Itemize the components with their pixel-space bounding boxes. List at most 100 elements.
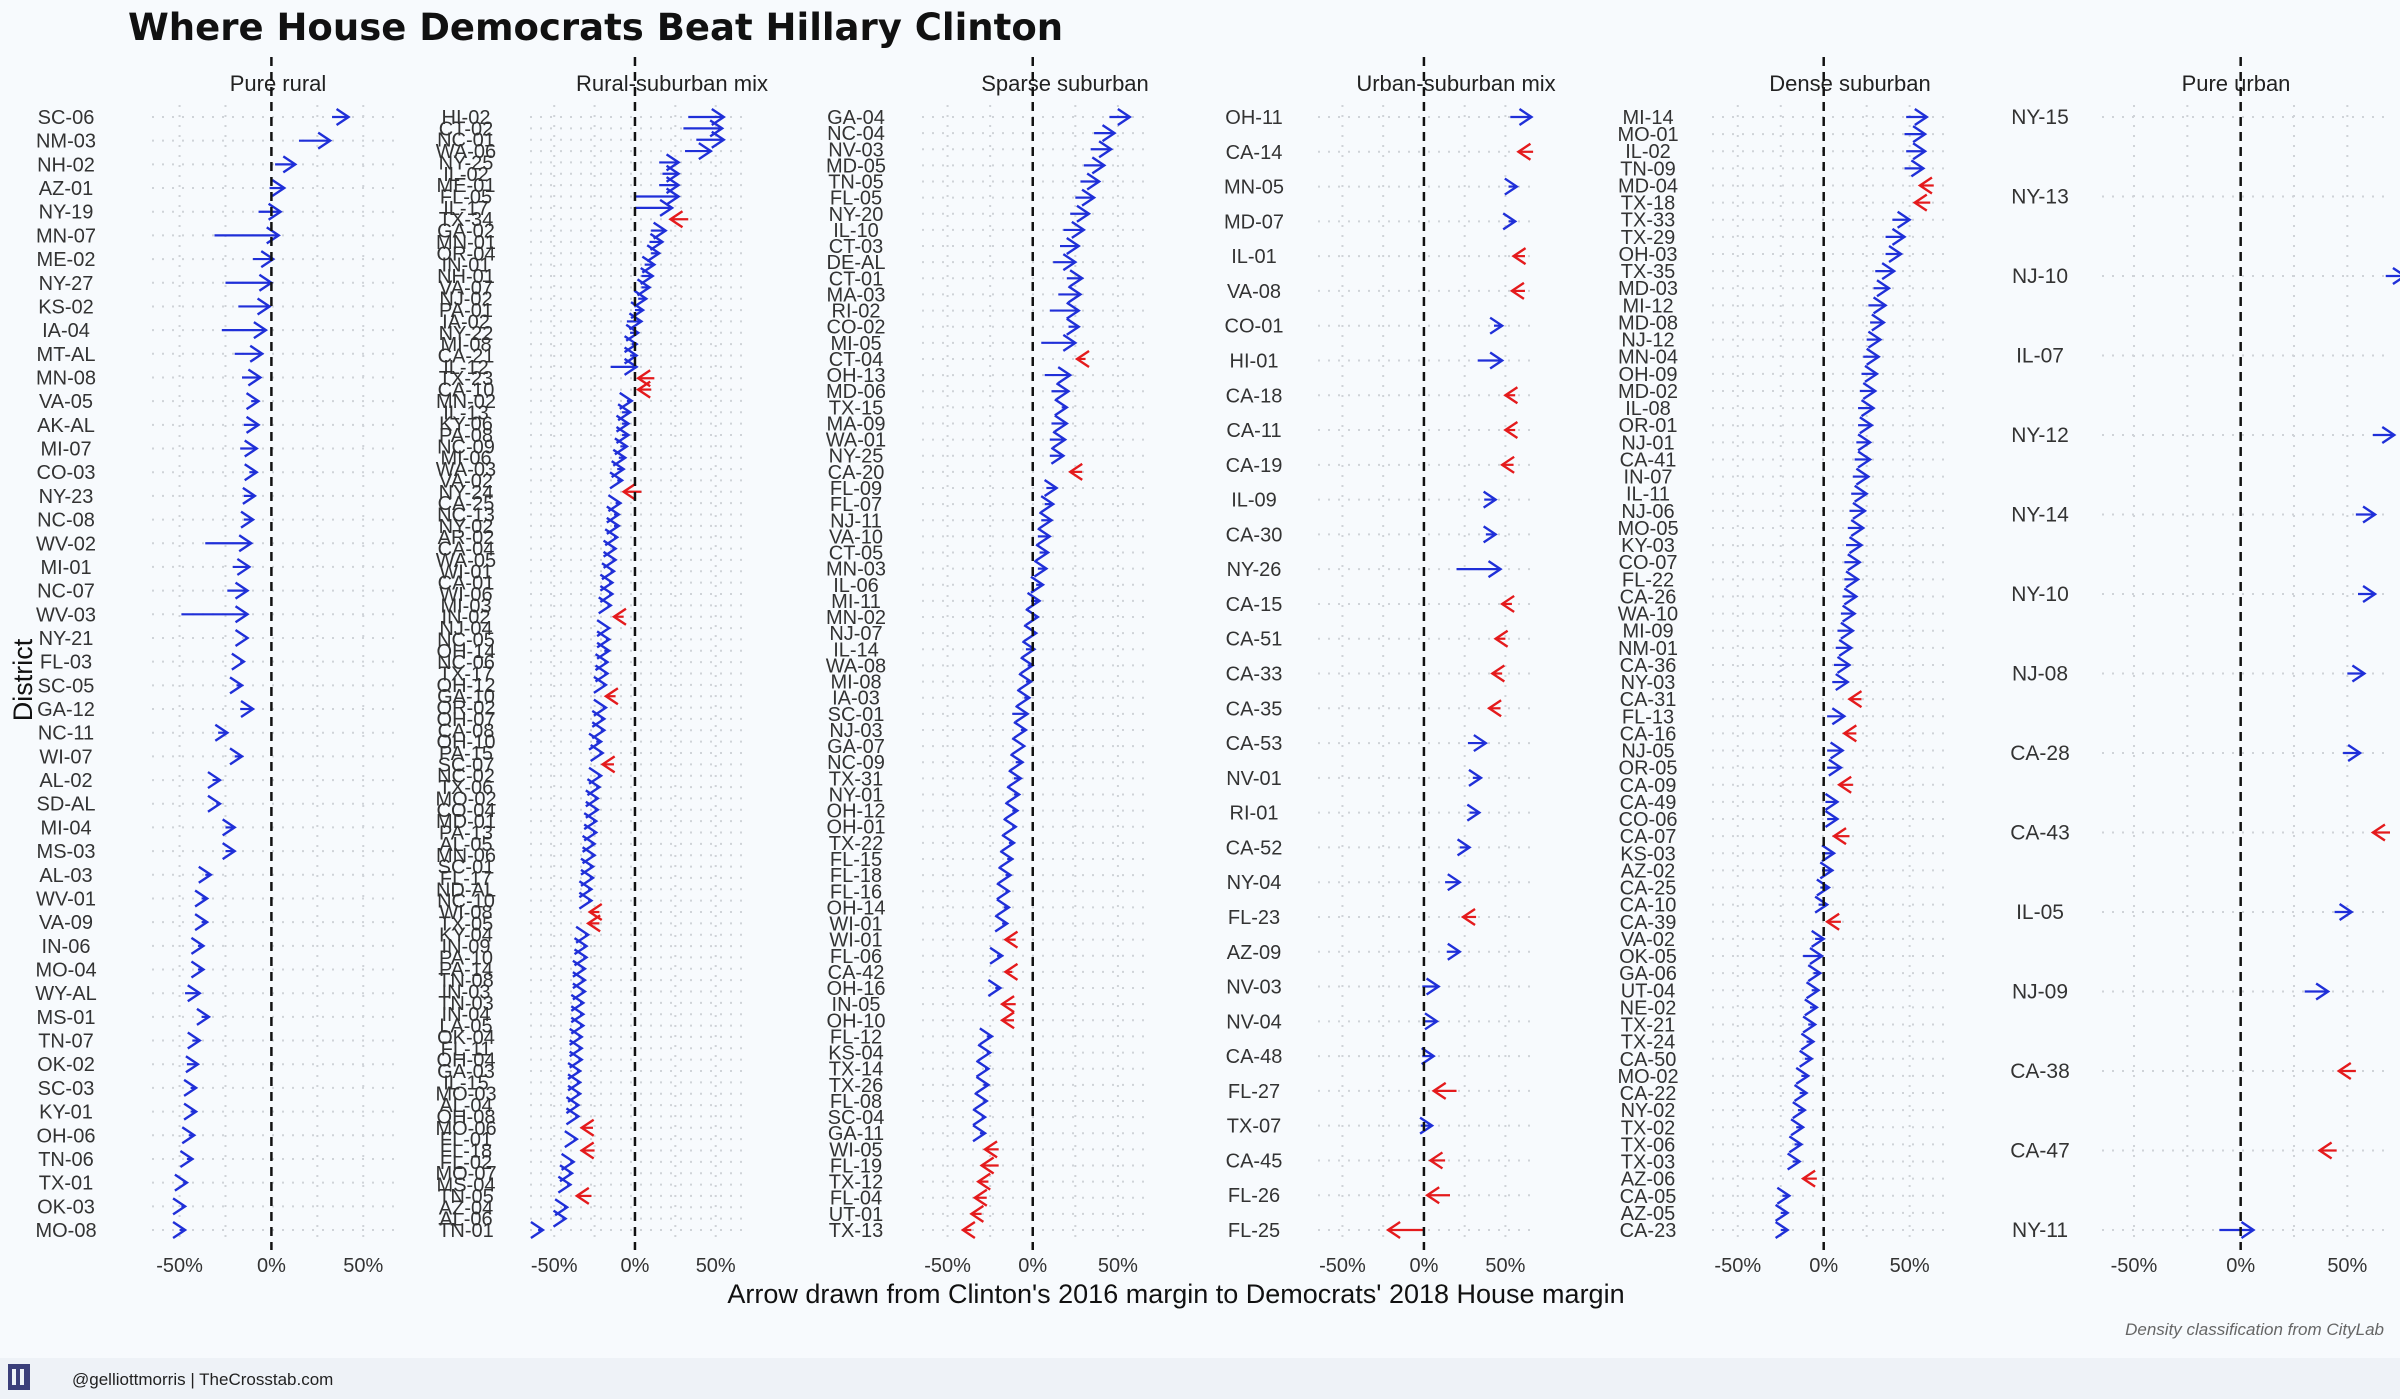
arrow	[593, 698, 609, 717]
arrow	[1861, 364, 1880, 383]
district-label: CA-15	[1226, 594, 1283, 616]
facet-title: Pure urban	[2182, 71, 2291, 96]
district-label: NC-08	[37, 510, 95, 532]
district-label: MI-14	[1622, 107, 1673, 129]
district-label: KS-03	[1620, 843, 1676, 865]
arrow	[583, 823, 599, 842]
district-label: TN-05	[438, 1186, 494, 1208]
district-label: VA-09	[39, 912, 93, 934]
arrow	[1049, 430, 1068, 449]
arrow	[1858, 399, 1876, 418]
arrow	[1858, 416, 1874, 435]
district-label: MO-06	[435, 1118, 496, 1140]
district-label: CO-03	[37, 462, 96, 484]
arrow	[1466, 803, 1482, 822]
district-label: NY-25	[439, 152, 494, 174]
district-label: AZ-05	[1621, 1203, 1675, 1225]
district-label: AL-06	[439, 1209, 492, 1231]
arrow	[581, 846, 597, 865]
district-label: CA-19	[1226, 455, 1283, 477]
district-label: NC-06	[437, 652, 495, 674]
arrow	[621, 482, 642, 501]
district-label: PA-01	[439, 300, 493, 322]
district-label: FL-05	[830, 188, 882, 210]
arrow	[564, 1130, 579, 1149]
arrow	[646, 244, 662, 263]
arrow	[1482, 490, 1498, 509]
district-label: OR-05	[1619, 758, 1678, 780]
arrow	[611, 607, 627, 626]
district-label: NC-04	[827, 123, 885, 145]
arrow	[238, 297, 272, 316]
district-label: CA-47	[2010, 1140, 2070, 1163]
arrow	[590, 744, 605, 762]
arrow	[1070, 204, 1092, 223]
district-label: SC-01	[438, 857, 495, 879]
x-tick-label: 0%	[1809, 1255, 1838, 1277]
arrow	[1844, 570, 1861, 589]
arrow	[232, 557, 252, 576]
district-label: IL-15	[443, 1072, 489, 1094]
arrow	[229, 676, 245, 695]
district-label: IL-05	[2016, 901, 2064, 924]
district-label: TX-17	[439, 664, 493, 686]
district-label: VA-10	[829, 526, 883, 548]
district-label: WV-03	[36, 604, 96, 626]
district-label: OH-14	[437, 641, 496, 663]
x-tick-label: -50%	[2111, 1255, 2158, 1277]
arrow	[1870, 313, 1887, 332]
arrow	[207, 794, 223, 813]
arrow	[685, 142, 714, 161]
district-label: IN-07	[1624, 467, 1673, 489]
arrow	[207, 771, 223, 790]
district-label: OR-02	[437, 698, 496, 720]
arrow	[1419, 1116, 1435, 1135]
district-label: IA-03	[832, 688, 880, 710]
district-label: PA-14	[439, 959, 493, 981]
arrow	[606, 516, 621, 535]
arrow	[1792, 1101, 1807, 1120]
arrow	[579, 1118, 595, 1137]
district-label: CA-25	[1620, 878, 1677, 900]
district-label: IN-01	[442, 255, 491, 277]
arrow	[1049, 446, 1066, 465]
arrow	[552, 1209, 568, 1228]
arrow	[1854, 450, 1873, 469]
arrow	[600, 755, 616, 774]
arrow	[977, 1043, 993, 1062]
district-label: NY-27	[39, 273, 94, 295]
arrow	[1824, 810, 1840, 829]
district-label: TX-31	[829, 768, 883, 790]
arrow	[1489, 316, 1505, 335]
arrow	[602, 550, 618, 569]
district-label: MS-01	[37, 1007, 96, 1029]
arrow	[196, 1007, 212, 1026]
district-label: GA-11	[828, 1123, 884, 1145]
facet-sparse-suburban: Sparse suburban-50% 0% 50%GA-04NC-04NV-03M…	[826, 57, 1152, 1277]
district-label: MO-01	[1617, 124, 1678, 146]
district-label: IL-02	[1625, 141, 1671, 163]
district-label: NJ-03	[829, 720, 882, 742]
district-label: VA-02	[439, 470, 493, 492]
district-label: IA-02	[442, 311, 490, 333]
arrow	[972, 1124, 988, 1143]
arrow	[2358, 585, 2378, 603]
district-label: NC-07	[37, 581, 95, 603]
arrow	[1906, 108, 1929, 126]
arrow	[598, 596, 613, 615]
district-label: FL-22	[1622, 569, 1674, 591]
arrow	[231, 652, 247, 671]
arrow	[1803, 947, 1825, 966]
arrow	[1866, 330, 1883, 349]
district-label: PA-15	[439, 743, 493, 765]
district-label: KY-04	[439, 925, 493, 947]
arrow	[1083, 156, 1107, 175]
district-label: TX-18	[1621, 193, 1675, 215]
arrow	[194, 913, 210, 932]
district-label: CA-07	[1620, 826, 1677, 848]
district-label: AZ-02	[1621, 860, 1675, 882]
district-label: FL-19	[830, 1155, 882, 1177]
x-tick-label: -50%	[156, 1255, 203, 1277]
district-label: IL-10	[833, 220, 879, 242]
facet-title: Urban-suburban mix	[1356, 71, 1555, 96]
